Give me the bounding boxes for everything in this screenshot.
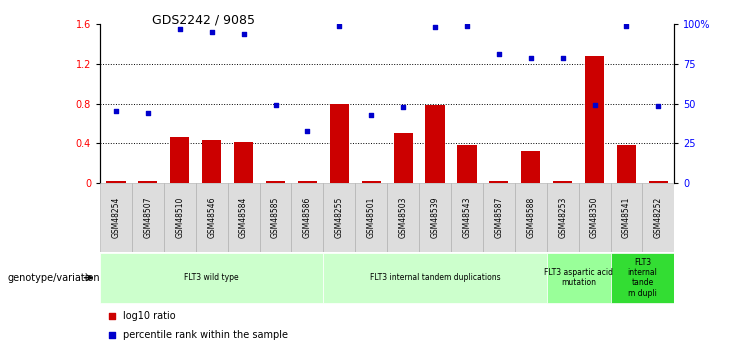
Text: GSM48510: GSM48510 xyxy=(176,197,185,238)
Text: FLT3 aspartic acid
mutation: FLT3 aspartic acid mutation xyxy=(544,268,613,287)
Point xyxy=(461,23,473,29)
Bar xyxy=(234,142,253,183)
FancyBboxPatch shape xyxy=(323,183,355,252)
Bar xyxy=(266,181,285,183)
Bar xyxy=(170,137,190,183)
Bar xyxy=(330,104,349,183)
Point xyxy=(106,313,118,319)
Text: GSM48586: GSM48586 xyxy=(303,197,312,238)
Text: genotype/variation: genotype/variation xyxy=(7,273,100,283)
FancyBboxPatch shape xyxy=(259,183,291,252)
Point xyxy=(525,55,536,61)
Point xyxy=(620,23,632,29)
Bar xyxy=(298,181,317,183)
Bar xyxy=(139,181,158,183)
Text: GDS2242 / 9085: GDS2242 / 9085 xyxy=(152,14,256,27)
Text: GSM48255: GSM48255 xyxy=(335,197,344,238)
Text: GSM48543: GSM48543 xyxy=(462,197,471,238)
Point xyxy=(652,104,664,109)
Text: GSM48507: GSM48507 xyxy=(144,197,153,238)
Point xyxy=(333,23,345,29)
Bar xyxy=(362,181,381,183)
Text: GSM48546: GSM48546 xyxy=(207,197,216,238)
FancyBboxPatch shape xyxy=(355,183,387,252)
Text: GSM48252: GSM48252 xyxy=(654,197,663,238)
FancyBboxPatch shape xyxy=(611,253,674,303)
FancyBboxPatch shape xyxy=(196,183,227,252)
Bar xyxy=(425,106,445,183)
Point xyxy=(110,109,122,114)
Point xyxy=(429,24,441,30)
Text: percentile rank within the sample: percentile rank within the sample xyxy=(123,330,288,339)
FancyBboxPatch shape xyxy=(100,253,323,303)
Point xyxy=(588,103,600,108)
Text: GSM48539: GSM48539 xyxy=(431,197,439,238)
Bar xyxy=(393,133,413,183)
Text: FLT3 internal tandem duplications: FLT3 internal tandem duplications xyxy=(370,273,500,282)
Bar xyxy=(649,181,668,183)
Point xyxy=(493,51,505,57)
Bar xyxy=(521,151,540,183)
Text: GSM48587: GSM48587 xyxy=(494,197,503,238)
Point xyxy=(106,332,118,337)
FancyBboxPatch shape xyxy=(323,253,547,303)
Point xyxy=(397,105,409,110)
Point xyxy=(142,111,154,116)
FancyBboxPatch shape xyxy=(579,183,611,252)
Bar xyxy=(585,56,604,183)
FancyBboxPatch shape xyxy=(132,183,164,252)
FancyBboxPatch shape xyxy=(547,253,611,303)
Point xyxy=(556,55,568,61)
FancyBboxPatch shape xyxy=(611,183,642,252)
Text: GSM48254: GSM48254 xyxy=(111,197,121,238)
Point xyxy=(270,103,282,108)
FancyBboxPatch shape xyxy=(483,183,515,252)
Text: GSM48584: GSM48584 xyxy=(239,197,248,238)
Text: GSM48253: GSM48253 xyxy=(558,197,567,238)
Text: GSM48585: GSM48585 xyxy=(271,197,280,238)
Bar xyxy=(553,181,572,183)
Text: GSM48588: GSM48588 xyxy=(526,197,535,238)
Text: GSM48350: GSM48350 xyxy=(590,197,599,238)
Text: log10 ratio: log10 ratio xyxy=(123,311,176,321)
Bar xyxy=(107,181,125,183)
Point xyxy=(238,31,250,37)
FancyBboxPatch shape xyxy=(451,183,483,252)
Text: FLT3
internal
tande
m dupli: FLT3 internal tande m dupli xyxy=(628,258,657,298)
FancyBboxPatch shape xyxy=(547,183,579,252)
Bar xyxy=(202,140,222,183)
Bar xyxy=(617,145,636,183)
FancyBboxPatch shape xyxy=(227,183,259,252)
Text: GSM48501: GSM48501 xyxy=(367,197,376,238)
Point xyxy=(302,129,313,134)
FancyBboxPatch shape xyxy=(387,183,419,252)
Bar xyxy=(457,145,476,183)
Text: FLT3 wild type: FLT3 wild type xyxy=(185,273,239,282)
FancyBboxPatch shape xyxy=(100,183,132,252)
Bar xyxy=(489,181,508,183)
FancyBboxPatch shape xyxy=(642,183,674,252)
Point xyxy=(206,29,218,35)
FancyBboxPatch shape xyxy=(419,183,451,252)
FancyBboxPatch shape xyxy=(515,183,547,252)
Text: GSM48541: GSM48541 xyxy=(622,197,631,238)
FancyBboxPatch shape xyxy=(164,183,196,252)
Text: GSM48503: GSM48503 xyxy=(399,197,408,238)
Point xyxy=(174,26,186,32)
Point xyxy=(365,113,377,118)
FancyBboxPatch shape xyxy=(291,183,323,252)
